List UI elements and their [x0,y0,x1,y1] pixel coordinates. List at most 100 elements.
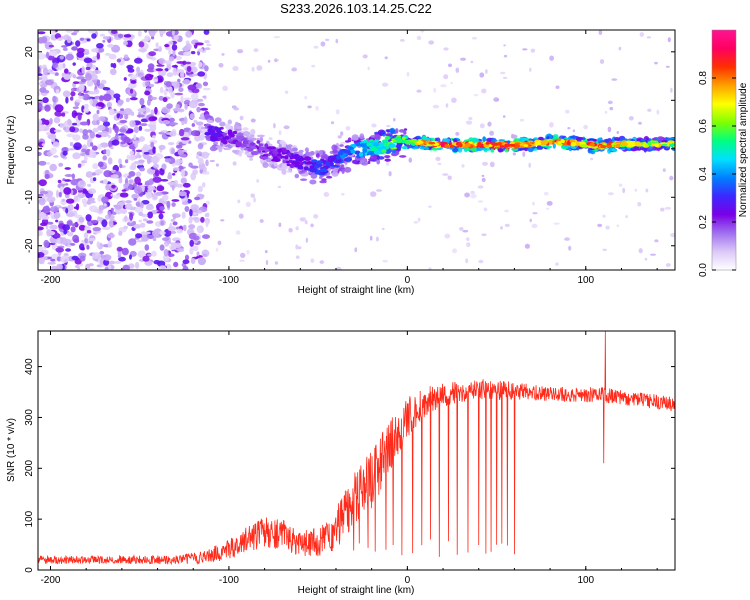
noise-blob [440,84,447,88]
noise-blob [56,204,60,208]
noise-blob [156,185,165,192]
ridge-halo [298,149,304,153]
noise-blob [150,210,159,215]
noise-blob [160,179,169,182]
noise-blob [288,228,293,233]
noise-blob [461,164,465,168]
noise-blob [133,134,137,141]
noise-blob [66,244,72,248]
noise-blob [108,220,114,228]
ridge-halo [351,136,359,141]
ridge-core [428,141,436,145]
noise-blob [385,160,390,167]
noise-blob [97,161,104,168]
noise-blob [489,130,494,136]
noise-blob [197,226,202,234]
noise-blob [622,187,626,194]
noise-blob [148,185,156,191]
noise-blob [62,90,71,98]
noise-blob [92,163,99,170]
spectrogram-marks [38,30,675,270]
ridge-halo [332,149,338,154]
noise-blob [184,206,190,212]
ridge-core [232,130,238,135]
noise-blob [182,224,187,232]
noise-blob [479,72,485,78]
noise-blob [118,230,123,236]
noise-blob [500,226,503,230]
noise-blob [543,191,549,196]
noise-blob [197,71,206,77]
noise-blob [165,81,172,88]
noise-blob [144,73,153,81]
noise-blob [103,259,110,266]
noise-blob [117,99,124,106]
noise-blob [369,235,373,241]
noise-blob [406,71,410,77]
noise-blob [180,95,184,104]
noise-blob [53,233,61,239]
noise-blob [452,248,458,254]
noise-blob [158,57,165,65]
noise-blob [470,60,474,64]
ridge-core [575,141,580,146]
noise-blob [250,118,256,123]
ridge-core [220,139,228,143]
noise-blob [188,216,193,224]
noise-blob [76,76,85,80]
noise-blob [38,256,45,265]
noise-blob [69,126,76,133]
ridge-core [264,148,269,152]
noise-blob [493,97,500,102]
noise-blob [44,90,50,94]
noise-blob [38,31,46,35]
noise-blob [120,208,128,214]
noise-blob [477,185,484,189]
noise-blob [41,143,45,146]
noise-blob [264,250,268,254]
noise-blob [133,224,142,229]
noise-blob [61,112,66,117]
ridge-halo [306,151,315,156]
noise-blob [647,108,652,112]
noise-blob [443,47,449,51]
noise-blob [313,45,319,49]
noise-blob [121,247,129,256]
noise-blob [121,189,127,192]
x-tick-label: 0 [405,275,411,286]
y-tick-label: 200 [24,460,35,477]
noise-blob [485,69,488,74]
ridge-halo [611,148,616,152]
noise-blob [138,48,148,53]
x-tick-label: 0 [405,575,411,586]
noise-blob [171,30,175,36]
noise-blob [66,133,75,138]
noise-blob [417,217,421,222]
ridge-core [449,144,454,149]
noise-blob [435,156,441,161]
noise-blob [55,219,59,223]
noise-blob [38,82,42,86]
ridge-core [292,154,297,158]
noise-blob [549,122,554,128]
noise-blob [564,237,570,241]
ridge-halo [614,137,621,142]
ridge-core [277,148,283,153]
noise-blob [416,89,422,93]
noise-blob [180,177,187,184]
ridge-core [607,144,612,148]
noise-blob [371,123,377,128]
noise-blob [83,232,89,239]
noise-blob [502,76,508,79]
noise-blob [38,197,46,206]
ridge-core [306,161,312,165]
noise-blob [130,111,135,117]
noise-blob [97,124,106,131]
spectrogram-ylabel: Frequency (Hz) [6,116,17,185]
noise-blob [123,34,132,38]
ridge-halo [519,136,523,142]
noise-blob [144,90,151,96]
noise-blob [190,92,199,101]
noise-blob [315,105,319,111]
y-tick-label: 300 [24,409,35,426]
